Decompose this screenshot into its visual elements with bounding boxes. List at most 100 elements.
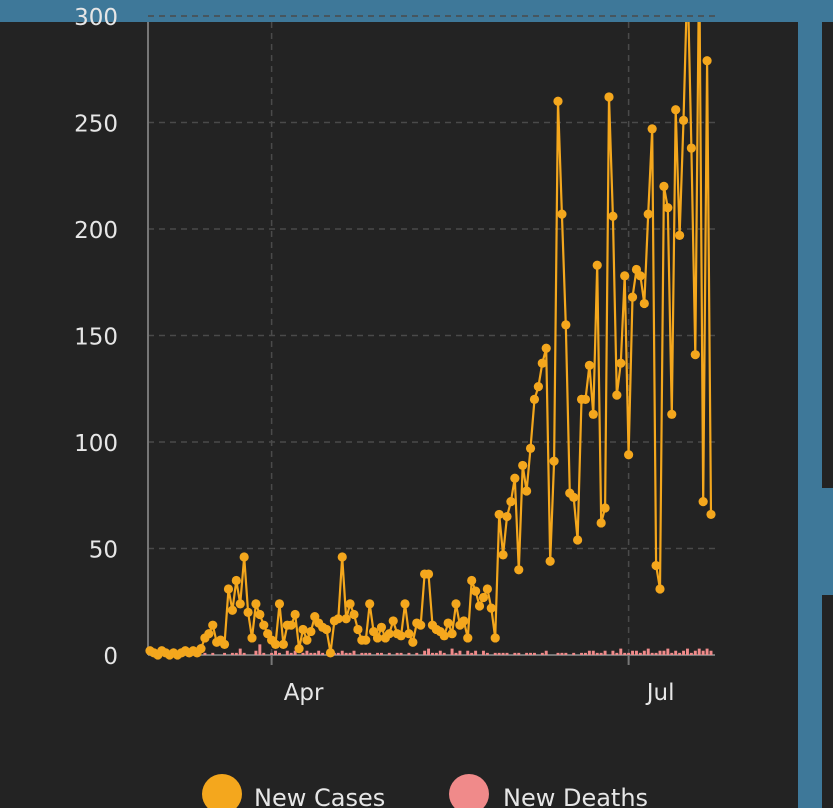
deaths-bar <box>458 650 462 655</box>
cases-point <box>439 631 449 641</box>
deaths-bar <box>211 652 215 655</box>
cases-point <box>404 629 414 639</box>
deaths-bar <box>583 652 587 655</box>
cases-point <box>490 633 500 643</box>
cases-point <box>537 358 547 368</box>
y-tick-label: 250 <box>74 112 118 138</box>
cases-point <box>235 599 245 609</box>
deaths-bar <box>427 648 431 655</box>
cases-point <box>698 497 708 507</box>
cases-point <box>569 492 579 502</box>
deaths-bar <box>540 652 544 655</box>
cases-point <box>219 639 230 649</box>
x-tick-label: Jul <box>645 680 675 706</box>
deaths-bar <box>274 650 278 655</box>
deaths-bar <box>415 652 419 655</box>
cases-point <box>573 535 583 545</box>
deaths-bar <box>693 650 697 655</box>
cases-point <box>635 271 645 281</box>
chart-panel <box>0 22 798 808</box>
deaths-bar <box>701 650 705 655</box>
cases-point <box>365 599 375 609</box>
cases-point <box>616 358 626 368</box>
deaths-bar <box>697 648 701 655</box>
cases-point <box>506 497 516 507</box>
deaths-bar <box>474 650 478 655</box>
deaths-bar <box>395 652 399 655</box>
cases-point <box>627 292 638 302</box>
cases-point <box>525 443 536 453</box>
deaths-bar <box>423 650 427 655</box>
deaths-bar <box>434 652 438 655</box>
deaths-bar <box>517 652 521 655</box>
deaths-bar <box>627 652 631 655</box>
deaths-bar <box>572 652 576 655</box>
cases-point <box>443 618 453 628</box>
deaths-bar <box>352 650 356 655</box>
y-tick-label: 300 <box>74 5 118 31</box>
cases-point <box>600 503 610 513</box>
deaths-bar <box>285 650 289 655</box>
deaths-bar <box>450 648 454 655</box>
deaths-bar <box>313 652 317 655</box>
cases-point <box>553 96 563 106</box>
deaths-bar <box>556 652 560 655</box>
legend-item-cases[interactable]: New Cases <box>202 774 385 808</box>
deaths-bar <box>368 652 372 655</box>
deaths-bar <box>591 650 595 655</box>
deaths-bar <box>481 650 485 655</box>
cases-point <box>541 343 551 353</box>
cases-point <box>588 409 598 419</box>
cases-point <box>463 633 473 643</box>
deaths-bar <box>674 650 678 655</box>
deaths-bar <box>399 652 403 655</box>
cases-point <box>337 552 347 562</box>
legend-cases-marker <box>202 774 242 808</box>
cases-point <box>286 620 296 630</box>
y-tick-label: 200 <box>74 218 118 244</box>
cases-point <box>243 607 253 618</box>
cases-point <box>533 382 543 392</box>
cases-point <box>675 230 685 240</box>
cases-point <box>561 320 571 330</box>
deaths-bar <box>485 652 489 655</box>
y-tick-label: 0 <box>103 644 118 670</box>
legend-deaths-marker <box>449 774 489 808</box>
y-axis: 0 50 100 150 200 250 300 <box>74 5 149 670</box>
deaths-bar <box>529 652 533 655</box>
legend-item-deaths[interactable]: New Deaths <box>449 774 648 808</box>
deaths-bar <box>289 652 293 655</box>
y-tick-label: 100 <box>74 431 118 457</box>
cases-point <box>290 609 300 620</box>
cases-point <box>278 639 288 649</box>
plot-area <box>145 22 716 660</box>
cases-point <box>255 609 265 620</box>
legend: New Cases New Deaths <box>202 774 648 808</box>
deaths-bar <box>646 648 650 655</box>
cases-point <box>306 626 316 637</box>
deaths-bar <box>301 652 305 655</box>
deaths-bar <box>611 650 615 655</box>
cases-point <box>639 298 649 309</box>
deaths-bar <box>532 652 536 655</box>
cases-point <box>408 637 418 647</box>
deaths-bar <box>631 650 635 655</box>
cases-point <box>659 181 669 191</box>
cases-point <box>196 644 206 654</box>
cases-series <box>145 22 716 660</box>
cases-point <box>608 211 618 221</box>
legend-deaths-label: New Deaths <box>503 784 648 808</box>
cases-point <box>341 614 351 624</box>
deaths-bar <box>634 650 638 655</box>
cases-point <box>529 394 540 404</box>
deaths-bar <box>293 650 297 655</box>
deaths-bar <box>505 652 509 655</box>
cases-point <box>384 629 394 639</box>
cases-point <box>467 575 477 586</box>
cases-point <box>423 569 434 579</box>
cases-point <box>545 556 555 566</box>
deaths-bar <box>321 652 325 655</box>
cases-point <box>651 560 661 571</box>
cases-point <box>620 271 630 281</box>
deaths-bar <box>317 650 321 655</box>
